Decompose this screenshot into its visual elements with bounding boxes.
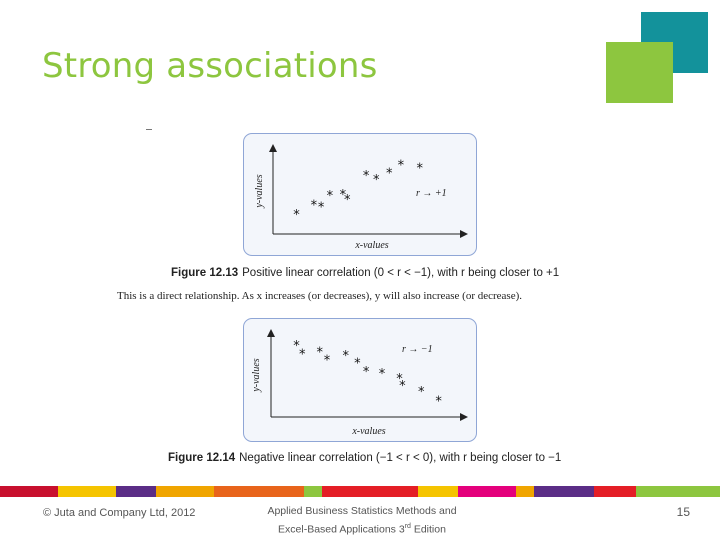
footer-stripe-segment [594,486,636,497]
x-axis-arrow [460,230,468,238]
footer-stripe-segment [534,486,594,497]
figure-caption-2: Figure 12.14 Negative linear correlation … [168,452,561,464]
data-point: * [316,345,323,360]
data-points: ** ** *** * ** ** [293,339,442,409]
data-point: * [293,339,300,354]
footer-stripe-segment [516,486,534,497]
data-point: * [435,394,442,409]
footer-color-stripe [0,486,720,497]
correlation-annotation: r → −1 [402,344,433,355]
data-point: * [379,367,386,382]
footer-copyright: © Juta and Company Ltd, 2012 [43,507,196,519]
data-point: * [363,365,370,380]
data-point: * [327,189,334,204]
scatter-plot-negative: y-values x-values r → −1 * * * * * * * * * * * * [243,318,477,442]
data-point: * [299,347,306,362]
y-axis-arrow [269,144,277,152]
footer-stripe-segment [418,486,458,497]
body-text: This is a direct relationship. As x incr… [117,290,523,302]
data-points: ** ** *** * ** * [293,159,423,224]
x-axis-label: x-values [351,426,385,437]
y-axis-label: y-values [254,174,265,208]
data-point: * [324,354,331,369]
footer-book-line-2: Excel-Based Applications 3rd Edition [278,523,446,536]
figure-caption-1: Figure 12.13 Positive linear correlation … [171,267,559,279]
data-point: * [354,357,361,372]
footer-stripe-segment [116,486,156,497]
footer-stripe-segment [304,486,322,497]
data-point: * [399,379,406,394]
data-point: * [398,159,405,174]
footer-stripe-segment [156,486,214,497]
data-point: * [417,161,424,176]
scatter-plot-positive-svg: y-values x-values r → +1 ** ** *** * ** * [254,144,468,251]
data-point: * [363,169,370,184]
footer-stripe-segment [458,486,516,497]
footer-stripe-segment [0,486,58,497]
data-point: * [340,188,347,203]
x-axis-arrow [460,413,468,421]
slide-title: Strong associations [42,46,378,86]
figure-number: Figure 12.13 [171,267,239,279]
footer-stripe-segment [636,486,720,497]
decorative-square-green [606,42,673,103]
correlation-annotation: r → +1 [416,188,447,199]
data-point: * [318,201,325,216]
x-axis-label: x-values [354,240,388,251]
data-point: * [386,167,393,182]
stray-mark [146,129,152,130]
data-point: * [373,173,380,188]
footer-book-line-1: Applied Business Statistics Methods and [267,505,457,517]
scatter-plot-positive: y-values x-values r → +1 * * * * * * * * * * * [243,133,477,256]
figure-caption-text: Negative linear correlation (−1 < r < 0)… [239,452,562,464]
y-axis-label: y-values [251,358,262,392]
page-number: 15 [676,505,690,519]
data-point: * [396,372,403,387]
data-point: * [344,193,351,208]
footer-stripe-segment [58,486,116,497]
figure-caption-text: Positive linear correlation (0 < r < −1)… [242,267,560,279]
scatter-plot-negative-svg: y-values x-values r → −1 ** ** *** * ** ** [251,329,468,437]
figure-number: Figure 12.14 [168,452,236,464]
footer-book-title: Applied Business Statistics Methods and … [262,503,462,538]
data-point: * [311,199,318,214]
footer-stripe-segment [214,486,304,497]
data-point: * [418,385,425,400]
data-point: * [293,208,300,223]
y-axis-arrow [267,329,275,337]
footer-stripe-segment [322,486,418,497]
data-point: * [343,349,350,364]
